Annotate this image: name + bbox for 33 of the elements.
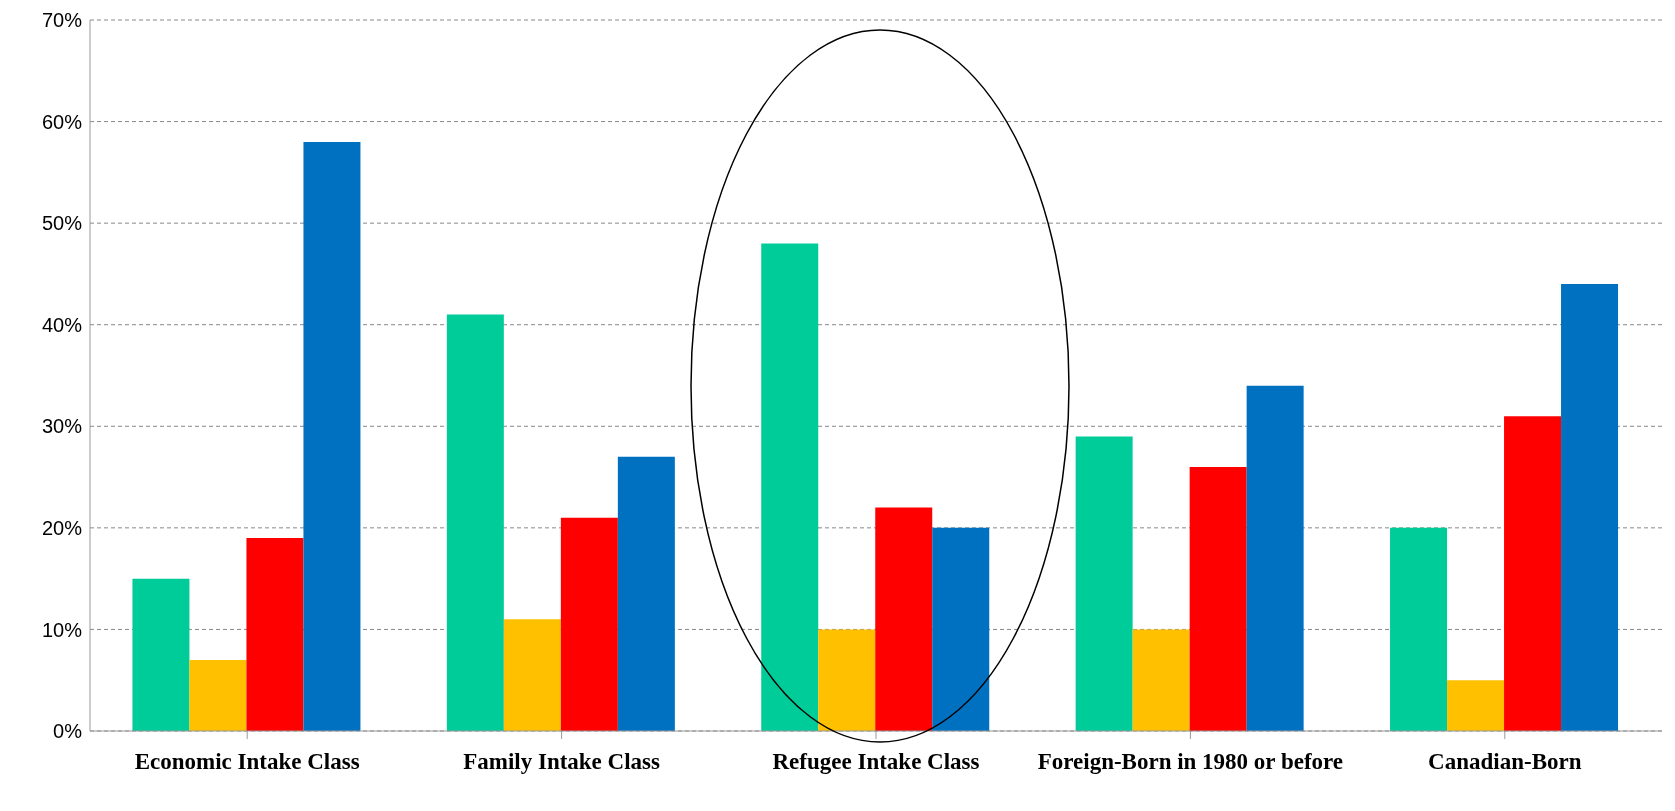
bar xyxy=(875,507,933,731)
bar xyxy=(246,538,304,731)
x-tick-label: Family Intake Class xyxy=(463,749,661,775)
bar xyxy=(1189,466,1247,731)
bar xyxy=(761,243,819,731)
bar xyxy=(446,314,504,731)
bar xyxy=(1561,284,1619,731)
x-tick-label: Economic Intake Class xyxy=(134,749,360,775)
y-tick-label: 40% xyxy=(41,313,83,336)
y-tick-label: 10% xyxy=(41,618,83,641)
y-tick-label: 50% xyxy=(41,212,83,235)
bar xyxy=(1075,436,1133,731)
bar xyxy=(818,629,876,731)
bar xyxy=(1447,680,1505,731)
bar xyxy=(1390,527,1448,731)
y-tick-label: 20% xyxy=(41,516,83,539)
bar xyxy=(560,517,618,731)
x-tick-label: Canadian-Born xyxy=(1428,749,1582,775)
x-tick-label: Refugee Intake Class xyxy=(772,749,980,775)
bar xyxy=(189,659,247,731)
y-tick-label: 30% xyxy=(41,415,83,438)
y-tick-label: 0% xyxy=(53,720,83,743)
bar xyxy=(932,527,990,731)
bar xyxy=(132,578,190,731)
y-tick-label: 70% xyxy=(41,9,83,32)
y-tick-label: 60% xyxy=(41,110,83,133)
bar xyxy=(617,456,675,731)
bar xyxy=(503,619,561,731)
x-tick-label: Foreign-Born in 1980 or before xyxy=(1037,749,1344,775)
bar xyxy=(1132,629,1190,731)
bar xyxy=(1504,416,1562,731)
bar xyxy=(1246,385,1304,731)
bar xyxy=(303,141,361,731)
